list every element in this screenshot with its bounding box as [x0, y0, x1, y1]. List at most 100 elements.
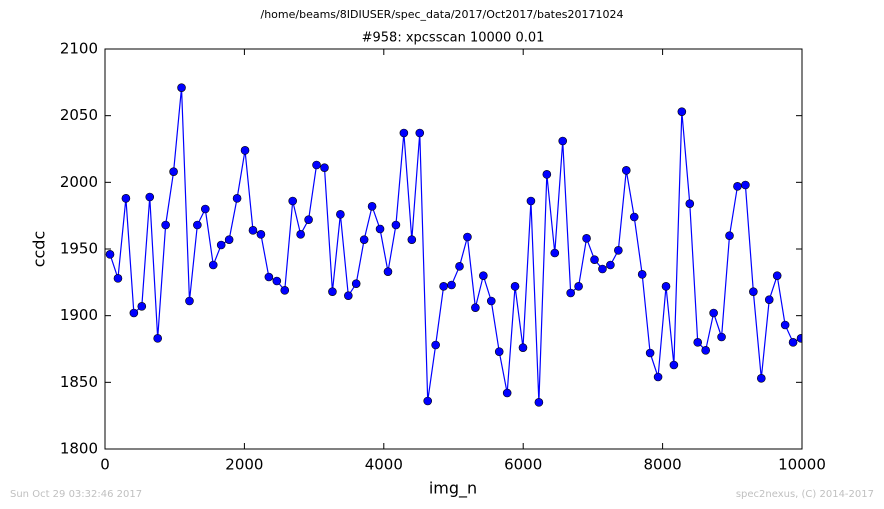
- credit: spec2nexus, (C) 2014-2017: [736, 489, 874, 500]
- marker: [312, 160, 321, 170]
- marker: [756, 374, 766, 383]
- marker: [463, 232, 472, 242]
- marker: [161, 220, 170, 230]
- marker: [328, 287, 337, 296]
- marker: [336, 210, 345, 219]
- marker: [407, 235, 417, 244]
- marker: [145, 192, 155, 202]
- marker: [550, 248, 560, 258]
- marker: [725, 231, 734, 240]
- plot-area: [105, 83, 802, 407]
- marker: [264, 272, 274, 282]
- marker: [558, 136, 568, 146]
- x-tick-label: 4000: [365, 456, 403, 474]
- y-tick-label: 1850: [60, 373, 98, 391]
- marker: [685, 199, 695, 208]
- chart-title: #958: xpcsscan 10000 0.01: [362, 31, 545, 46]
- marker: [772, 271, 782, 280]
- marker: [153, 334, 162, 343]
- y-tick-label: 1800: [60, 440, 98, 458]
- marker: [582, 234, 591, 243]
- marker: [637, 270, 647, 279]
- marker: [320, 163, 329, 172]
- marker: [296, 230, 305, 239]
- marker: [502, 388, 512, 398]
- x-tick-label: 2000: [225, 456, 263, 474]
- marker: [288, 196, 298, 206]
- marker: [248, 226, 258, 235]
- marker: [598, 264, 607, 274]
- marker: [256, 230, 266, 239]
- marker: [383, 267, 393, 276]
- marker: [534, 398, 544, 407]
- marker: [709, 308, 718, 318]
- marker: [200, 204, 210, 214]
- marker: [367, 202, 377, 211]
- marker: [796, 334, 802, 343]
- marker: [224, 235, 234, 244]
- marker: [661, 282, 671, 291]
- marker: [717, 332, 726, 342]
- marker: [137, 302, 147, 311]
- marker: [375, 224, 385, 234]
- marker: [280, 286, 290, 295]
- marker: [749, 287, 758, 296]
- marker: [169, 167, 178, 176]
- marker: [439, 282, 448, 291]
- marker: [129, 308, 139, 318]
- y-tick-label: 2050: [60, 106, 98, 124]
- marker: [344, 291, 353, 300]
- marker: [479, 271, 488, 280]
- marker: [614, 246, 623, 255]
- x-tick-label: 10000: [778, 456, 826, 474]
- marker: [177, 83, 186, 92]
- timestamp: Sun Oct 29 03:32:46 2017: [10, 489, 142, 500]
- marker: [494, 347, 504, 356]
- marker: [629, 212, 639, 222]
- marker: [486, 296, 496, 306]
- marker: [653, 372, 663, 382]
- marker: [216, 240, 226, 250]
- suptitle: /home/beams/8IDIUSER/spec_data/2017/Oct2…: [261, 8, 624, 21]
- marker: [780, 320, 790, 330]
- x-axis-label: img_n: [429, 479, 477, 499]
- marker: [105, 250, 115, 259]
- marker: [701, 346, 710, 355]
- axes-frame: [104, 48, 803, 450]
- marker: [193, 220, 202, 230]
- marker: [121, 194, 131, 203]
- y-tick-label: 1950: [60, 240, 98, 258]
- marker: [415, 128, 425, 138]
- y-tick-label: 2100: [60, 40, 98, 58]
- marker: [399, 128, 409, 138]
- marker: [391, 220, 401, 230]
- marker: [741, 180, 750, 190]
- marker: [240, 146, 250, 155]
- marker: [693, 338, 703, 347]
- marker: [764, 295, 774, 304]
- marker: [606, 260, 615, 270]
- marker: [185, 296, 194, 306]
- marker: [113, 274, 123, 283]
- x-tick-label: 0: [100, 456, 110, 474]
- marker: [733, 182, 742, 191]
- marker: [518, 343, 528, 352]
- marker: [471, 303, 480, 312]
- marker: [566, 288, 575, 298]
- marker: [359, 235, 369, 244]
- marker: [431, 340, 440, 350]
- series-line: [109, 87, 802, 403]
- marker: [526, 196, 536, 206]
- marker: [423, 396, 433, 406]
- marker: [208, 260, 218, 270]
- marker: [677, 107, 687, 116]
- marker: [574, 282, 583, 291]
- marker: [669, 360, 679, 370]
- x-tick-label: 6000: [504, 456, 542, 474]
- marker: [542, 170, 552, 179]
- marker: [788, 338, 798, 347]
- marker: [447, 280, 456, 290]
- marker: [645, 348, 655, 358]
